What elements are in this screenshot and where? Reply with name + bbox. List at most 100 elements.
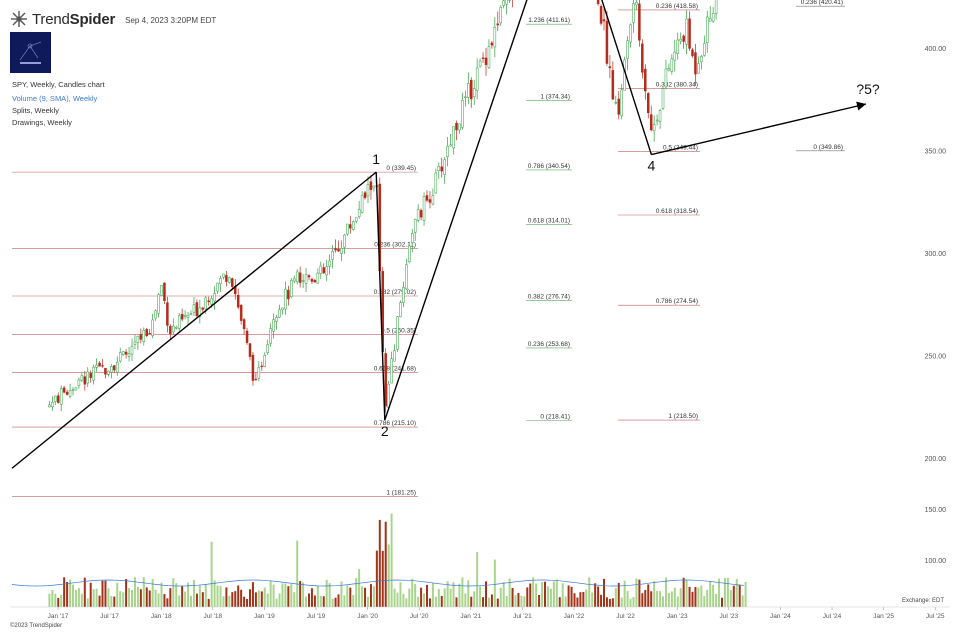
volume-bar	[98, 595, 101, 607]
candle-body	[110, 366, 113, 373]
candle-body	[216, 282, 219, 292]
candle-body	[349, 224, 352, 229]
candle-body	[626, 40, 629, 59]
candle-body	[54, 395, 57, 402]
volume-indicator-label[interactable]: Volume (9, SMA), Weekly	[12, 94, 98, 103]
candle-body	[629, 24, 632, 43]
volume-bar	[69, 579, 72, 607]
candle-body	[614, 102, 618, 104]
candle-body	[334, 248, 337, 251]
volume-bar	[603, 578, 605, 607]
candle-body	[425, 195, 429, 201]
volume-bar	[546, 586, 549, 607]
volume-bar	[608, 598, 611, 607]
candle-body	[331, 251, 334, 260]
candle-body	[478, 60, 482, 67]
drawings-indicator-label[interactable]: Drawings, Weekly	[12, 118, 72, 127]
volume-bar	[532, 577, 535, 607]
volume-bar	[367, 596, 369, 607]
volume-bar	[378, 519, 381, 607]
volume-bar	[254, 592, 257, 607]
candle-body	[617, 98, 620, 115]
candle-body	[281, 307, 284, 311]
candle-body	[641, 43, 644, 73]
volume-bar	[712, 585, 715, 607]
candle-body	[301, 280, 305, 282]
candle-body	[57, 395, 60, 403]
volume-bar	[493, 559, 496, 607]
volume-bar	[511, 587, 514, 607]
x-tick-label: Jan '19	[254, 613, 275, 620]
volume-bar	[691, 591, 694, 607]
volume-bar	[343, 595, 346, 607]
volume-bar	[437, 588, 440, 607]
candle-body	[449, 144, 452, 147]
volume-bar	[667, 592, 670, 607]
volume-bar	[216, 585, 219, 607]
volume-bar	[308, 593, 310, 607]
volume-bar	[337, 594, 340, 607]
candle-body	[458, 123, 461, 131]
volume-bar	[467, 580, 470, 607]
volume-bar	[650, 591, 653, 607]
volume-bar	[744, 581, 747, 607]
candle-body	[655, 119, 659, 122]
candle-body	[133, 341, 137, 345]
candle-body	[213, 293, 216, 302]
candle-body	[83, 376, 87, 385]
candle-body	[452, 126, 455, 149]
volume-bar	[364, 587, 367, 607]
candle-body	[490, 42, 494, 46]
volume-bar	[387, 544, 390, 607]
candle-body	[154, 310, 157, 319]
volume-bar	[278, 593, 281, 607]
candle-body	[231, 278, 234, 287]
candle-body	[700, 55, 703, 63]
candle-body	[647, 93, 650, 114]
volume-bar	[222, 596, 225, 607]
volume-bar	[434, 596, 437, 607]
volume-bar	[119, 591, 122, 607]
fib-level-label: 0.236 (418.58)	[656, 3, 698, 10]
candle-body	[145, 329, 148, 336]
volume-bar	[638, 579, 641, 607]
volume-bar	[617, 582, 620, 607]
volume-bar	[83, 577, 86, 607]
candle-body	[310, 278, 314, 282]
candle-body	[225, 275, 228, 282]
fib-level-label: 0.618 (318.54)	[656, 208, 698, 215]
volume-bar	[372, 586, 375, 607]
volume-bar	[95, 588, 98, 607]
candle-body	[620, 89, 623, 117]
volume-bar	[219, 585, 222, 607]
candle-body	[275, 317, 278, 322]
candle-body	[80, 375, 84, 381]
wave-label: 4	[648, 158, 656, 174]
volume-bar	[641, 593, 644, 607]
volume-bar	[709, 581, 712, 607]
volume-bar	[72, 584, 74, 607]
candle-body	[151, 319, 154, 336]
candle-body	[711, 13, 715, 22]
volume-bar	[210, 541, 213, 607]
volume-bar	[160, 582, 163, 607]
volume-bar	[328, 583, 331, 607]
header-bar: TrendSpider Sep 4, 2023 3:20PM EDT	[10, 8, 216, 30]
volume-bar	[564, 596, 567, 607]
volume-bar	[154, 589, 157, 607]
candle-body	[313, 280, 317, 283]
candle-body	[124, 351, 128, 355]
candle-body	[396, 316, 399, 350]
candle-body	[393, 350, 396, 362]
volume-bar	[313, 595, 316, 607]
volume-bar	[676, 596, 679, 607]
volume-bar	[597, 586, 600, 607]
volume-bar	[538, 594, 541, 607]
volume-bar	[293, 592, 296, 607]
splits-indicator-label[interactable]: Splits, Weekly	[12, 106, 59, 115]
chart-title: SPY, Weekly, Candles chart	[12, 80, 105, 89]
candle-body	[670, 58, 674, 72]
candle-body	[104, 367, 107, 375]
volume-bar	[145, 587, 148, 607]
